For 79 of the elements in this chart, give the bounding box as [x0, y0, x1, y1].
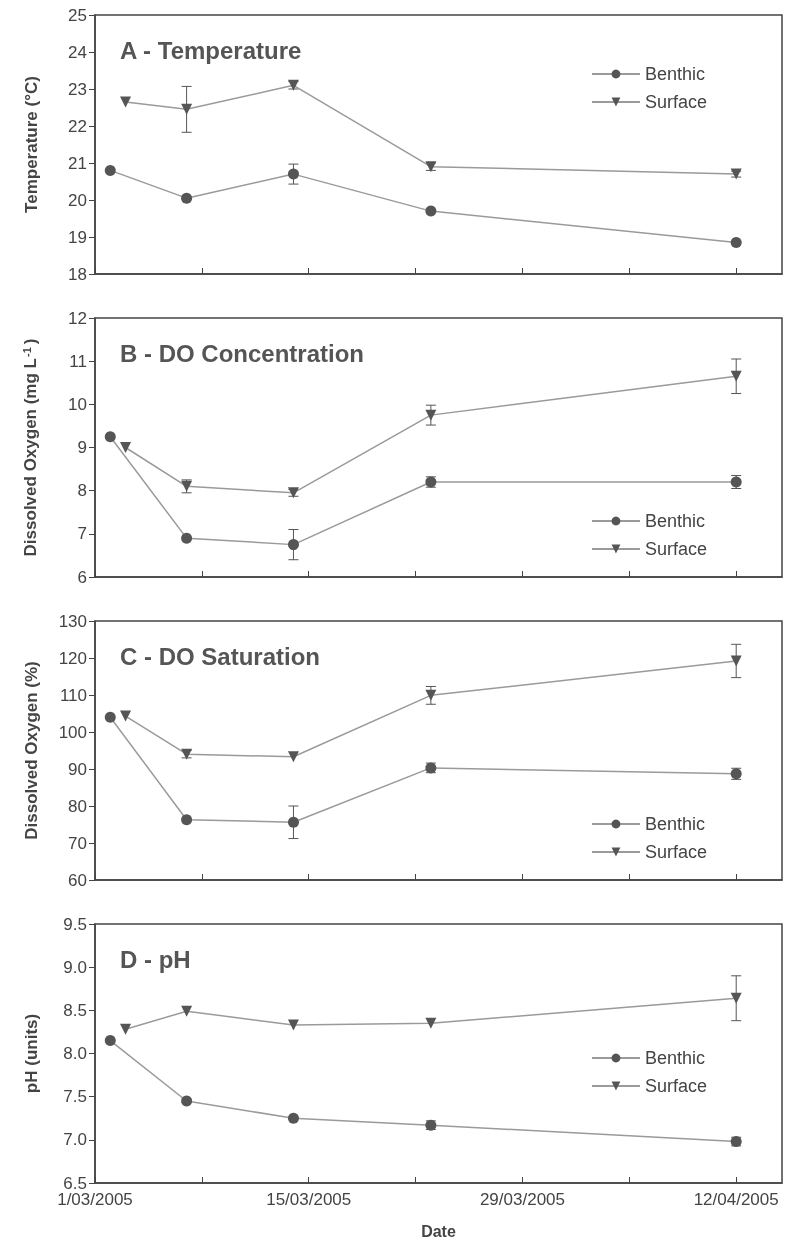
- y-tick-label: 100: [58, 722, 87, 742]
- text: A - Temperature: [120, 36, 302, 64]
- point: [104, 431, 116, 443]
- y-tick-label: 21: [68, 153, 87, 173]
- y-axis-title: Temperature (°C): [22, 76, 41, 213]
- y-tick-label: 7.5: [63, 1087, 87, 1107]
- y-tick-label: 11: [69, 351, 87, 371]
- legend-label: Surface: [644, 1076, 708, 1096]
- y-tick-label: 19: [68, 227, 87, 247]
- point: [104, 711, 116, 723]
- y-tick-label: 130: [58, 611, 87, 631]
- y-tick-label: 20: [68, 190, 87, 210]
- point: [104, 1035, 116, 1047]
- y-tick-label: 7.0: [63, 1130, 87, 1150]
- point: [120, 1023, 132, 1035]
- y-axis-title: Dissolved Oxygen (mg L-1): [20, 338, 40, 557]
- point: [730, 655, 742, 667]
- point: [120, 710, 132, 722]
- text: B - DO Concentration: [120, 339, 364, 367]
- y-tick-label: 8.0: [63, 1044, 87, 1063]
- y-tick-label: 90: [68, 759, 87, 779]
- y-tick-label: 22: [68, 116, 87, 136]
- legend-label: Benthic: [644, 64, 706, 84]
- point: [287, 816, 299, 828]
- y-tick-label: 9.0: [63, 957, 87, 977]
- y-tick-label: 9.5: [63, 914, 87, 934]
- legend-label: Benthic: [644, 1048, 706, 1068]
- y-tick-label: 24: [68, 42, 87, 62]
- point: [425, 689, 437, 701]
- y-tick-label: 9: [77, 438, 87, 457]
- y-tick-label: 80: [68, 796, 87, 816]
- legend-label: Surface: [644, 842, 708, 862]
- y-tick-label: 23: [68, 79, 87, 99]
- x-tick-label: 15/03/2005: [266, 1190, 352, 1209]
- point: [181, 192, 193, 204]
- y-axis-title: pH (units): [22, 1013, 41, 1094]
- point: [181, 103, 193, 115]
- point: [287, 168, 299, 180]
- point: [287, 1112, 299, 1124]
- point: [287, 539, 299, 551]
- legend-label: Surface: [644, 92, 708, 112]
- point: [181, 1005, 193, 1017]
- point: [730, 992, 742, 1004]
- y-tick-label: 18: [68, 264, 87, 284]
- y-tick-label: 10: [68, 394, 87, 414]
- point: [730, 370, 742, 382]
- x-tick-label: 29/03/2005: [479, 1190, 566, 1209]
- point: [120, 442, 132, 453]
- point: [181, 532, 193, 544]
- point: [425, 1017, 437, 1029]
- y-axis-title: Dissolved Oxygen (%): [22, 661, 41, 840]
- y-tick-label: 8: [77, 481, 87, 501]
- legend-label: Benthic: [644, 511, 706, 531]
- point: [730, 237, 742, 249]
- legend-label: Surface: [644, 539, 708, 559]
- text: C - DO Saturation: [120, 642, 321, 670]
- y-tick-label: 110: [59, 685, 87, 705]
- legend-label: Benthic: [644, 814, 706, 834]
- point: [287, 751, 299, 763]
- text: D - pH: [120, 945, 191, 973]
- y-tick-label: 12: [68, 308, 87, 328]
- y-tick-label: 6: [77, 567, 87, 587]
- x-tick-label: 1/03/2005: [57, 1190, 133, 1209]
- point: [287, 1019, 299, 1031]
- y-tick-label: 6.5: [63, 1173, 87, 1193]
- point: [181, 814, 193, 826]
- point: [120, 96, 132, 108]
- point: [425, 205, 437, 217]
- x-axis-title: Date: [421, 1222, 456, 1240]
- point: [104, 164, 116, 176]
- y-tick-label: 25: [68, 5, 87, 25]
- y-tick-label: 8.5: [63, 1000, 87, 1020]
- point: [181, 1095, 193, 1107]
- y-tick-label: 120: [58, 648, 87, 668]
- point: [425, 409, 437, 421]
- y-tick-label: 7: [77, 524, 87, 544]
- x-tick-label: 12/04/2005: [693, 1190, 779, 1209]
- y-tick-label: 70: [68, 833, 87, 853]
- y-tick-label: 60: [68, 870, 87, 890]
